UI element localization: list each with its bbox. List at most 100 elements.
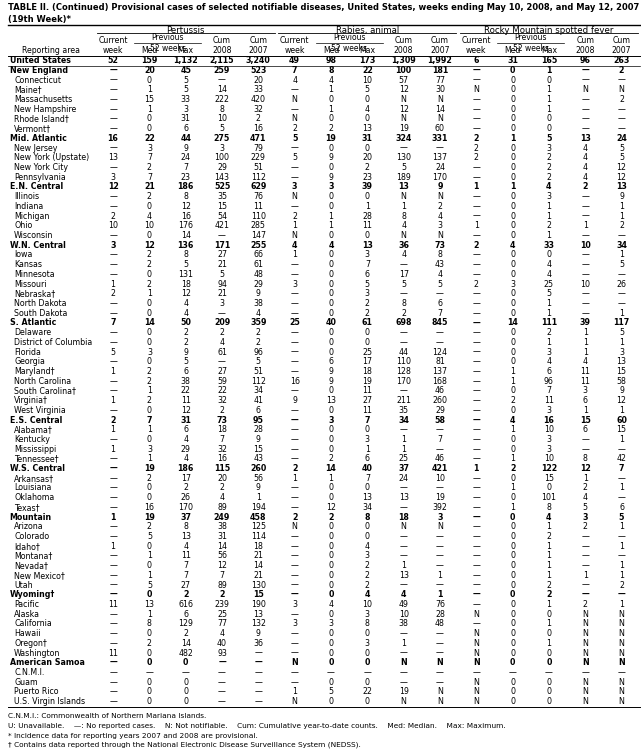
Text: 23: 23 — [362, 172, 372, 182]
Text: —: — — [472, 532, 480, 541]
Text: 137: 137 — [433, 367, 447, 376]
Text: 25: 25 — [289, 319, 300, 328]
Text: Delaware: Delaware — [14, 328, 51, 337]
Text: —: — — [218, 698, 226, 706]
Text: 3: 3 — [219, 299, 224, 308]
Text: 4: 4 — [183, 309, 188, 318]
Text: 1: 1 — [292, 474, 297, 483]
Text: —: — — [436, 668, 444, 677]
Text: 0: 0 — [328, 115, 333, 124]
Text: —: — — [146, 668, 153, 677]
Text: 20: 20 — [253, 76, 263, 85]
Text: 4: 4 — [583, 494, 588, 502]
Text: 2: 2 — [147, 163, 152, 172]
Text: 845: 845 — [431, 319, 448, 328]
Text: 4: 4 — [183, 299, 188, 308]
Text: 12: 12 — [617, 163, 626, 172]
Text: 0: 0 — [147, 484, 152, 493]
Text: 0: 0 — [510, 386, 515, 395]
Text: N: N — [292, 658, 298, 668]
Text: —: — — [291, 386, 299, 395]
Text: N: N — [582, 698, 588, 706]
Text: 89: 89 — [217, 580, 227, 590]
Text: —: — — [472, 386, 480, 395]
Text: 2: 2 — [256, 328, 261, 337]
Text: 25: 25 — [544, 280, 554, 289]
Text: —: — — [472, 299, 480, 308]
Text: 38: 38 — [217, 522, 227, 531]
Text: Oregon†: Oregon† — [14, 639, 47, 648]
Text: N: N — [473, 639, 479, 648]
Text: 0: 0 — [328, 571, 333, 580]
Text: —: — — [472, 163, 480, 172]
Text: 1: 1 — [619, 338, 624, 346]
Text: 0: 0 — [510, 299, 515, 308]
Text: 2: 2 — [328, 124, 333, 134]
Text: West Virginia: West Virginia — [14, 406, 66, 415]
Text: 5: 5 — [292, 153, 297, 162]
Text: N: N — [582, 649, 588, 658]
Text: 7: 7 — [437, 435, 442, 444]
Text: Med: Med — [504, 46, 520, 55]
Text: —: — — [291, 406, 299, 415]
Text: 0: 0 — [546, 76, 551, 85]
Text: —: — — [291, 328, 299, 337]
Text: 12: 12 — [181, 290, 191, 298]
Text: Arizona: Arizona — [14, 522, 44, 531]
Text: N: N — [401, 522, 406, 531]
Text: 5: 5 — [619, 328, 624, 337]
Text: —: — — [291, 425, 299, 434]
Text: 0: 0 — [546, 251, 551, 260]
Text: 259: 259 — [214, 66, 230, 75]
Text: 26: 26 — [617, 280, 626, 289]
Text: 13: 13 — [580, 134, 590, 142]
Text: Idaho†: Idaho† — [14, 542, 40, 550]
Text: —: — — [109, 95, 117, 104]
Text: 0: 0 — [147, 309, 152, 318]
Text: N: N — [619, 688, 624, 697]
Text: —: — — [109, 435, 117, 444]
Text: 0: 0 — [147, 115, 152, 124]
Text: 1: 1 — [401, 639, 406, 648]
Text: N: N — [619, 649, 624, 658]
Text: 3: 3 — [183, 105, 188, 114]
Text: 14: 14 — [435, 105, 445, 114]
Text: 1: 1 — [546, 299, 551, 308]
Text: —: — — [436, 561, 444, 570]
Text: 15: 15 — [253, 445, 263, 454]
Text: 3: 3 — [365, 251, 370, 260]
Text: 32: 32 — [217, 445, 227, 454]
Text: 22: 22 — [181, 386, 191, 395]
Text: 0: 0 — [510, 435, 515, 444]
Text: 27: 27 — [181, 580, 191, 590]
Text: 3: 3 — [292, 182, 297, 191]
Text: 10: 10 — [544, 425, 554, 434]
Text: Colorado: Colorado — [14, 532, 49, 541]
Text: 4: 4 — [546, 182, 552, 191]
Text: 48: 48 — [253, 270, 263, 279]
Text: 16: 16 — [290, 376, 300, 386]
Text: —: — — [618, 124, 626, 134]
Text: TABLE II. (Continued) Provisional cases of selected notifiable diseases, United : TABLE II. (Continued) Provisional cases … — [8, 3, 639, 12]
Text: —: — — [109, 328, 117, 337]
Text: 7: 7 — [365, 260, 370, 269]
Text: 35: 35 — [217, 192, 227, 201]
Text: 15: 15 — [617, 425, 626, 434]
Text: 46: 46 — [435, 386, 445, 395]
Text: 4: 4 — [256, 309, 261, 318]
Text: 37: 37 — [180, 512, 191, 521]
Text: —: — — [254, 668, 262, 677]
Text: 4: 4 — [183, 454, 188, 464]
Text: 0: 0 — [147, 561, 152, 570]
Text: 5: 5 — [619, 153, 624, 162]
Text: —: — — [109, 454, 117, 464]
Text: 21: 21 — [217, 260, 227, 269]
Text: —: — — [472, 580, 480, 590]
Text: 0: 0 — [147, 698, 152, 706]
Text: 6: 6 — [183, 610, 188, 619]
Text: —: — — [581, 542, 589, 550]
Text: —: — — [291, 590, 299, 599]
Text: 18: 18 — [217, 425, 227, 434]
Text: —: — — [109, 571, 117, 580]
Text: 9: 9 — [329, 367, 333, 376]
